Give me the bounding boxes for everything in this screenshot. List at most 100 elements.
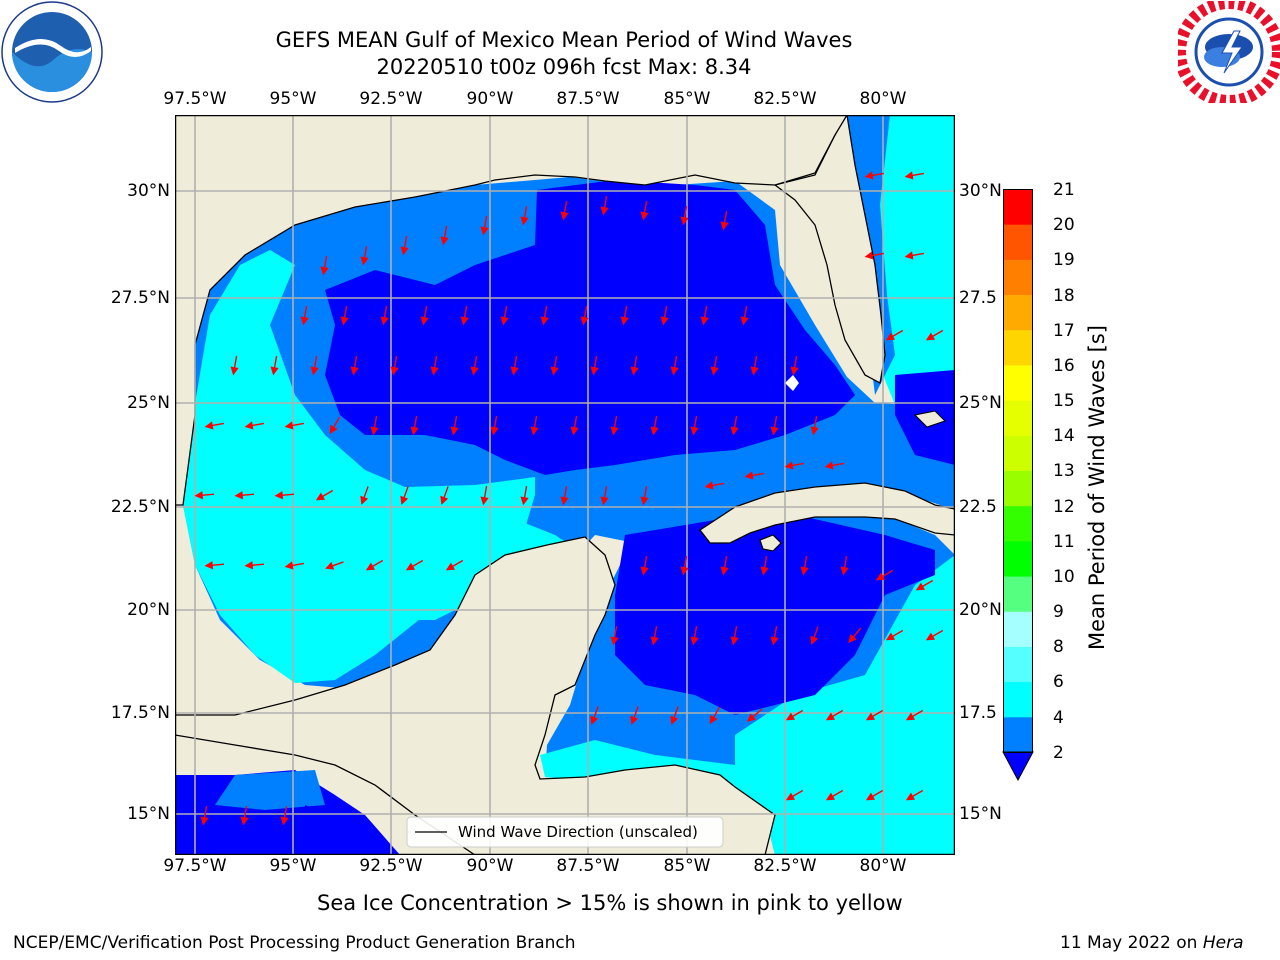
arrow xyxy=(800,556,809,576)
lon-tick-top: 80°W xyxy=(859,89,907,109)
lon-tick-top: 85°W xyxy=(663,89,711,109)
arrow xyxy=(325,561,344,570)
arrow xyxy=(915,579,934,591)
arrow xyxy=(410,416,419,436)
lon-tick-top: 90°W xyxy=(466,89,514,109)
colorbar-bin xyxy=(1003,506,1033,542)
arrow xyxy=(690,626,699,646)
arrow xyxy=(640,486,649,506)
colorbar-bin xyxy=(1003,471,1033,507)
arrow xyxy=(730,626,739,646)
arrow xyxy=(925,629,944,641)
arrow xyxy=(204,421,224,430)
graticule xyxy=(175,115,955,855)
arrow xyxy=(750,356,759,376)
yucatan-land xyxy=(175,536,776,855)
colorbar-bin xyxy=(1003,400,1033,437)
arrow xyxy=(400,486,409,505)
cyan-south-caribbean xyxy=(735,555,955,855)
arrow xyxy=(785,789,804,801)
bahamas-island xyxy=(913,410,946,428)
arrow xyxy=(560,201,569,221)
arrow xyxy=(848,627,862,644)
arrow xyxy=(520,206,529,226)
wind-wave-arrows xyxy=(194,171,944,826)
arrow xyxy=(480,216,489,236)
footer-date-text: 11 May 2022 on xyxy=(1060,933,1203,953)
arrow xyxy=(365,559,384,571)
isle-of-youth xyxy=(759,534,782,552)
arrow xyxy=(620,306,629,326)
arrow xyxy=(640,201,649,221)
arrow xyxy=(610,416,619,436)
arrow xyxy=(660,306,669,326)
arrow xyxy=(746,708,763,722)
arrow xyxy=(760,556,769,576)
colorbar-tick: 17 xyxy=(1053,321,1075,341)
colorbar-tick: 2 xyxy=(1053,743,1064,763)
lat-tick-right: 30°N xyxy=(959,181,1002,201)
colorbar-tick: 12 xyxy=(1053,497,1075,517)
colorbar-bin xyxy=(1003,611,1033,648)
colorbar-tick: 19 xyxy=(1053,250,1075,270)
arrow xyxy=(810,416,819,436)
arrow xyxy=(270,356,279,376)
colorbar-bin xyxy=(1003,435,1033,472)
arrow xyxy=(864,171,884,180)
arrow xyxy=(865,789,884,801)
arrow xyxy=(274,491,295,500)
arrow xyxy=(710,356,719,376)
arrow xyxy=(720,211,729,231)
colorbar-bin xyxy=(1003,189,1033,226)
lon-tick-bottom: 85°W xyxy=(663,856,711,876)
lat-tick-right: 27.5 xyxy=(959,288,997,308)
arrow xyxy=(824,461,844,470)
colorbar xyxy=(1002,189,1034,782)
arrow xyxy=(709,706,721,725)
arrow xyxy=(405,559,424,571)
arrow xyxy=(460,306,469,326)
colorbar-tick: 20 xyxy=(1053,215,1075,235)
arrow xyxy=(720,556,729,576)
arrow xyxy=(510,356,519,376)
arrow xyxy=(360,246,369,266)
arrow xyxy=(784,461,804,470)
colorbar-bin xyxy=(1003,365,1033,402)
arrow xyxy=(600,486,609,506)
arrow xyxy=(700,306,709,326)
map-legend: Wind Wave Direction (unscaled) xyxy=(406,816,724,848)
lat-tick-left: 17.5°N xyxy=(110,703,170,723)
lon-tick-top: 82.5°W xyxy=(753,89,817,109)
arrow xyxy=(590,356,599,376)
arrow xyxy=(904,171,924,180)
arrow xyxy=(380,306,389,326)
sea-ice-note: Sea Ice Concentration > 15% is shown in … xyxy=(317,891,903,915)
arrow xyxy=(580,306,589,326)
title-line-1: GEFS MEAN Gulf of Mexico Mean Period of … xyxy=(275,28,853,52)
footer-machine: Hera xyxy=(1202,933,1244,953)
map-frame xyxy=(175,115,955,855)
blue-pacific-inner xyxy=(305,805,345,855)
arrow xyxy=(340,306,349,326)
arrow xyxy=(810,626,819,645)
arrow xyxy=(864,251,884,260)
colorbar-bin xyxy=(1003,682,1033,718)
arrow xyxy=(370,416,379,436)
footer-branch: NCEP/EMC/Verification Post Processing Pr… xyxy=(13,933,576,953)
arrow xyxy=(610,626,619,646)
arrow xyxy=(300,306,309,326)
lat-tick-right: 20°N xyxy=(959,600,1002,620)
arrow xyxy=(244,561,265,570)
arrow xyxy=(284,421,304,430)
nws-logo xyxy=(1178,1,1280,103)
colorbar-tick: 13 xyxy=(1053,461,1075,481)
arrow xyxy=(640,556,649,576)
colorbar-bin xyxy=(1003,646,1033,683)
arrow xyxy=(440,226,449,246)
title-line-2: 20220510 t00z 096h fcst Max: 8.34 xyxy=(376,55,752,79)
arrow xyxy=(670,706,679,725)
colorbar-tick: 18 xyxy=(1053,286,1075,306)
lon-tick-bottom: 80°W xyxy=(859,856,907,876)
arrow xyxy=(329,416,341,435)
arrow xyxy=(905,789,924,801)
